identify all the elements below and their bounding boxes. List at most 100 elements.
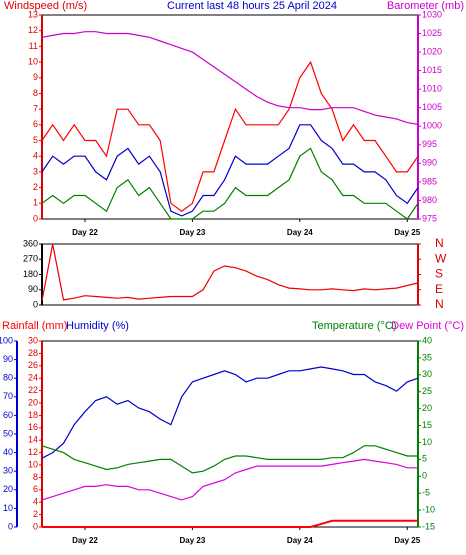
y-tick-label: 10 [28,56,38,66]
y-tick-label: 8 [33,88,38,98]
chart-title: Current last 48 hours 25 April 2024 [167,0,337,12]
y3-tick-label: 26 [28,360,38,370]
y3-tick-label: 22 [28,385,38,395]
y-tick-label: 5 [33,135,38,145]
y3-tick-label: 4 [33,497,38,507]
y-tick-label: 70 [3,391,13,401]
y-tick-label: 1 [33,198,38,208]
y-tick-label: 30 [3,466,13,476]
y3-tick-label: 12 [28,447,38,457]
y2-tick-label: 20 [422,403,432,413]
x-tick-label: Day 23 [180,536,206,545]
y2-tick-label: 10 [422,437,432,447]
series-label: Humidity (%) [66,320,129,332]
y-tick-label: 20 [3,484,13,494]
x-tick-label: Day 23 [180,228,206,237]
y2-tick-label: 40 [422,335,432,345]
y-tick-label: 60 [3,410,13,420]
y3-tick-label: 24 [28,373,38,383]
y2-tick-label: 1030 [422,9,442,19]
y-tick-label: 80 [3,373,13,383]
y2-tick-label: 985 [422,176,437,186]
series-line [41,243,419,301]
y3-tick-label: 6 [33,484,38,494]
y-tick-label: 180 [23,269,38,279]
y-tick-label: 0 [33,299,38,309]
y-tick-label: 7 [33,104,38,114]
y-tick-label: 0 [8,521,13,531]
x-tick-label: Day 24 [287,228,313,237]
series-line [41,445,418,474]
series-label: Dew Point (°C) [391,320,464,332]
y-tick-label: 3 [33,166,38,176]
y-axis-title: Windspeed (m/s) [4,0,87,12]
series-line [41,147,419,220]
y2-tick-label: N [435,297,444,311]
series-line [41,366,419,459]
y3-tick-label: 2 [33,509,38,519]
y2-tick-label: 5 [422,454,427,464]
y-tick-label: 100 [0,335,13,345]
y3-tick-label: 20 [28,397,38,407]
y2-tick-label: -15 [422,521,435,531]
series-line [42,519,418,528]
y2-tick-label: 30 [422,369,432,379]
y3-tick-label: 16 [28,422,38,432]
y-tick-label: 12 [28,25,38,35]
y-tick-label: 270 [23,254,38,264]
y2-tick-label: 990 [422,158,437,168]
y3-tick-label: 30 [28,335,38,345]
y2-tick-label: 1010 [422,84,442,94]
x-tick-label: Day 25 [394,536,420,545]
series-label: Temperature (°C) [312,320,396,332]
y-tick-label: 2 [33,182,38,192]
y2-axis-title: Barometer (mb) [387,0,464,12]
y2-tick-label: 1025 [422,28,442,38]
y3-tick-label: 10 [28,459,38,469]
y3-tick-label: 18 [28,410,38,420]
y2-tick-label: 25 [422,386,432,396]
y3-tick-label: 14 [28,435,38,445]
y2-tick-label: 35 [422,352,432,362]
y2-tick-label: W [435,251,447,265]
series-line [41,31,419,125]
y-tick-label: 9 [33,72,38,82]
y-tick-label: 90 [3,354,13,364]
y-tick-label: 90 [28,284,38,294]
y2-tick-label: S [435,267,443,281]
y2-tick-label: E [435,282,443,296]
y3-tick-label: 28 [28,348,38,358]
series-line [41,458,418,501]
y2-tick-label: 995 [422,139,437,149]
y2-tick-label: 1020 [422,46,442,56]
series-label: Rainfall (mm) [2,320,67,332]
y2-tick-label: -10 [422,504,435,514]
series-line [41,124,419,217]
y2-tick-label: 15 [422,420,432,430]
y3-tick-label: 0 [33,521,38,531]
y2-tick-label: -5 [422,488,430,498]
y2-tick-label: 1005 [422,102,442,112]
y-tick-label: 50 [3,428,13,438]
x-tick-label: Day 24 [287,536,313,545]
y-tick-label: 4 [33,151,38,161]
y-tick-label: 6 [33,119,38,129]
y-tick-label: 10 [3,503,13,513]
y2-tick-label: 1000 [422,121,442,131]
x-tick-label: Day 22 [72,228,98,237]
y3-tick-label: 8 [33,472,38,482]
y-tick-label: 360 [23,238,38,248]
series-line [41,60,419,212]
y-tick-label: 0 [33,213,38,223]
y-tick-label: 11 [29,41,38,51]
y-tick-label: 13 [28,9,38,19]
y2-tick-label: 980 [422,195,437,205]
y2-tick-label: 1015 [422,65,442,75]
y2-tick-label: 0 [422,471,427,481]
y-tick-label: 40 [3,447,13,457]
x-tick-label: Day 22 [72,536,98,545]
x-tick-label: Day 25 [394,228,420,237]
y2-tick-label: N [435,236,444,250]
